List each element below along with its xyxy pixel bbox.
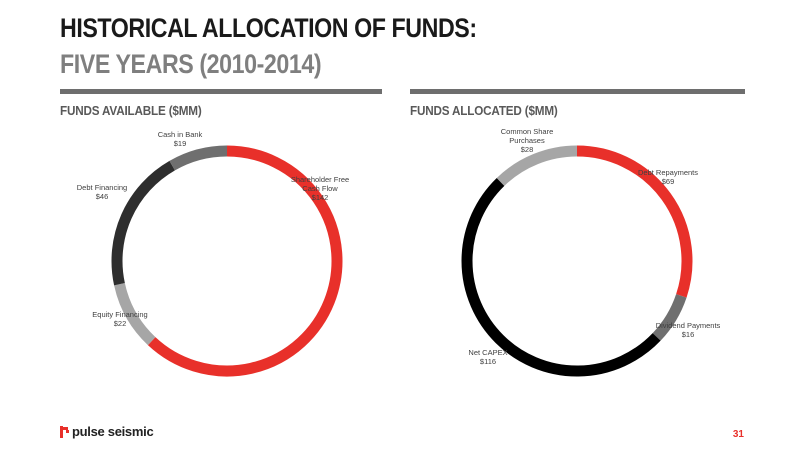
funds-allocated-donut-svg: Debt Repayments $69 Dividend Payments $16 Ne… — [461, 127, 721, 377]
donut-slice-equity-financing — [114, 282, 156, 346]
donut-slice-debt-repayments — [576, 145, 693, 298]
page-title-line-1: HISTORICAL ALLOCATION OF FUNDS: — [60, 13, 477, 43]
funds-available-donut-svg: Shareholder Free Cash Flow $142 Equity Fina… — [77, 130, 349, 377]
slice-label-line: Debt Financing — [77, 183, 127, 192]
company-logo-text: pulse seismic — [72, 424, 154, 439]
company-logo: pulse seismic — [60, 424, 154, 439]
page-number: 31 — [732, 429, 744, 440]
slice-value-label: $46 — [96, 192, 109, 201]
slice-label-equity-financing: Equity Financing $22 — [92, 310, 147, 328]
donut-slice-cash-in-bank — [169, 145, 228, 171]
right-section-divider — [410, 89, 745, 94]
slice-value-label: $22 — [114, 319, 127, 328]
slice-label-line: Net CAPEX — [468, 348, 507, 357]
funds-available-title: FUNDS AVAILABLE ($MM) — [60, 103, 202, 118]
slice-label-line: Cash in Bank — [158, 130, 203, 139]
page-title: HISTORICAL ALLOCATION OF FUNDS: FIVE YEA… — [60, 10, 477, 82]
donut-slice-dividend-payments — [652, 293, 687, 341]
funds-allocated-donut-chart: Debt Repayments $69 Dividend Payments $16 Ne… — [400, 120, 740, 390]
page-title-line-2: FIVE YEARS (2010-2014) — [60, 49, 322, 79]
slice-label-common-share-purchases: Common Share Purchases $28 — [501, 127, 554, 154]
slice-value-label: $16 — [682, 330, 695, 339]
slice-label-net-capex: Net CAPEX $116 — [468, 348, 507, 366]
slice-label-line: Purchases — [509, 136, 545, 145]
donut-slice-net-capex — [461, 177, 661, 377]
donut-slice-shareholder-free-cash-flow — [147, 145, 343, 377]
funds-available-donut-chart: Shareholder Free Cash Flow $142 Equity Fina… — [50, 120, 390, 390]
funds-allocated-title: FUNDS ALLOCATED ($MM) — [410, 103, 558, 118]
donut-slice-debt-financing — [111, 160, 176, 286]
left-section-divider — [60, 89, 382, 94]
slice-value-label: $142 — [312, 193, 329, 202]
slice-label-debt-financing: Debt Financing $46 — [77, 183, 127, 201]
slice-value-label: $28 — [521, 145, 534, 154]
slice-value-label: $116 — [480, 357, 496, 366]
slice-label-shareholder-free-cash-flow: Shareholder Free Cash Flow $142 — [291, 175, 349, 202]
slice-label-cash-in-bank: Cash in Bank $19 — [158, 130, 203, 148]
slice-label-line: Equity Financing — [92, 310, 147, 319]
slice-label-dividend-payments: Dividend Payments $16 — [656, 321, 721, 339]
slice-value-label: $19 — [174, 139, 187, 148]
slice-label-line: Debt Repayments — [638, 168, 698, 177]
slice-label-line: Dividend Payments — [656, 321, 721, 330]
slice-value-label: $69 — [662, 177, 675, 186]
slice-label-line: Common Share — [501, 127, 554, 136]
donut-slice-common-share-purchases — [496, 145, 578, 186]
slice-label-debt-repayments: Debt Repayments $69 — [638, 168, 698, 186]
slice-label-line: Shareholder Free — [291, 175, 349, 184]
slice-label-line: Cash Flow — [302, 184, 338, 193]
pulse-seismic-logo-icon — [60, 425, 69, 438]
